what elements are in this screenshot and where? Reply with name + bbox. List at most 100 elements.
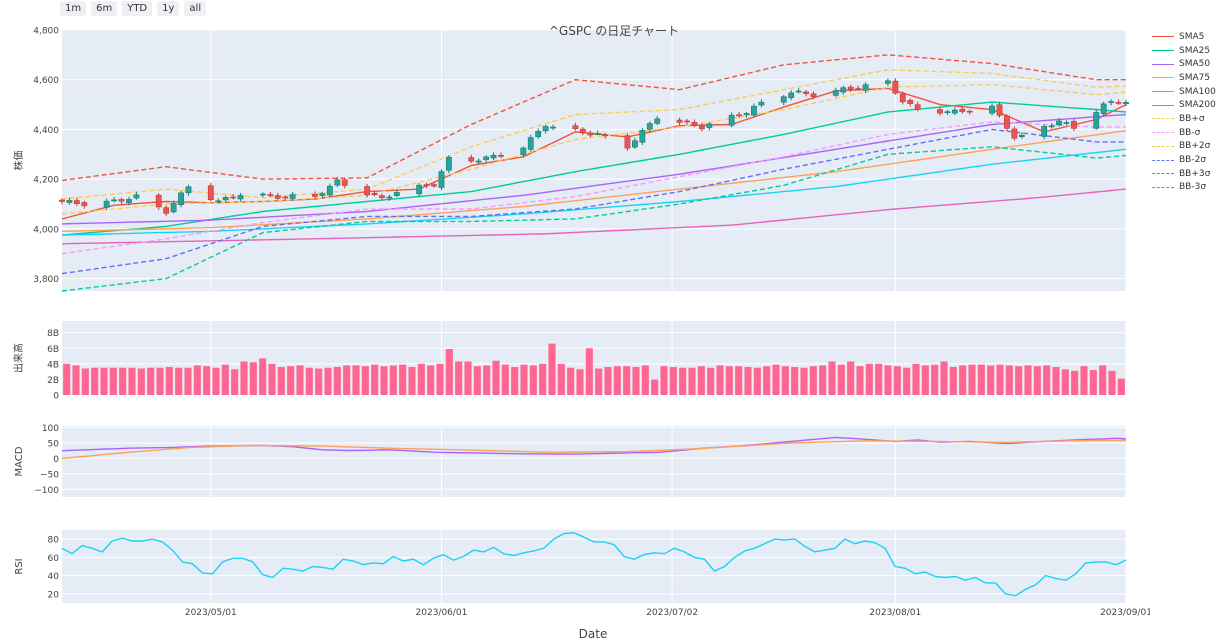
volume-bar	[865, 363, 873, 395]
legend-swatch	[1152, 63, 1174, 65]
candle	[498, 152, 504, 159]
volume-bar	[800, 367, 808, 395]
series-line-bb-3-	[61, 54, 1126, 182]
volume-bar	[72, 365, 80, 395]
candle	[490, 152, 497, 161]
rsi-panel: 20 40 60 80 RSI	[14, 530, 1127, 603]
candle	[572, 122, 579, 131]
volume-bar	[184, 367, 192, 395]
candle	[966, 109, 973, 115]
series-line-sma25	[61, 101, 1127, 236]
legend-swatch	[1152, 132, 1174, 134]
macd-plot-area	[62, 426, 1126, 497]
volume-bar	[651, 379, 659, 395]
legend-swatch	[1152, 118, 1174, 120]
volume-bar	[828, 361, 836, 395]
legend-item-bb-3-[interactable]: BB+3σ	[1152, 167, 1216, 181]
candle	[1071, 119, 1077, 132]
x-tick-label: 2023/09/01	[1100, 608, 1150, 618]
legend-item-sma75[interactable]: SMA75	[1152, 71, 1216, 85]
volume-bar	[128, 367, 136, 395]
volume-bar	[268, 363, 276, 395]
series-line-sma200	[61, 188, 1127, 245]
volume-bar	[781, 366, 789, 395]
candle	[892, 78, 899, 95]
candle	[907, 98, 914, 107]
candle	[855, 85, 862, 91]
range-button-ytd[interactable]: YTD	[122, 1, 153, 16]
candle	[1123, 99, 1129, 107]
volume-bar	[305, 367, 313, 395]
volume-bar	[91, 367, 99, 395]
volume-bar	[632, 366, 640, 395]
candle	[170, 200, 177, 214]
macd-y-tick-label: −100	[34, 486, 59, 496]
candle	[751, 103, 757, 118]
volume-bar	[959, 365, 967, 395]
x-tick-label: 2023/08/01	[869, 608, 921, 618]
legend-label: SMA75	[1179, 72, 1211, 83]
candle	[579, 127, 586, 136]
candle	[1018, 132, 1025, 139]
legend-item-bb-2-[interactable]: BB-2σ	[1152, 153, 1216, 167]
macd-line-signal	[61, 439, 1126, 460]
candle	[840, 85, 847, 95]
legend-item-sma100[interactable]: SMA100	[1152, 85, 1216, 99]
legend-item-sma200[interactable]: SMA200	[1152, 98, 1216, 112]
volume-bar	[501, 364, 509, 395]
legend-swatch	[1152, 77, 1174, 79]
legend-item-bb-3-[interactable]: BB-3σ	[1152, 181, 1216, 195]
candle	[795, 88, 802, 94]
candle	[483, 155, 490, 163]
candle	[393, 189, 400, 198]
volume-bar	[1071, 370, 1079, 395]
volume-bar	[819, 365, 827, 395]
volume-bar	[1043, 365, 1051, 395]
range-button-6m[interactable]: 6m	[91, 1, 118, 16]
vol-y-tick-label: 0	[53, 392, 59, 402]
candle	[259, 192, 266, 198]
candle	[81, 200, 88, 209]
volume-bar	[679, 367, 687, 395]
candle	[1093, 109, 1100, 130]
volume-bar	[1052, 366, 1060, 395]
candle	[1108, 99, 1115, 106]
legend-item-bb-2-[interactable]: BB+2σ	[1152, 140, 1216, 154]
candle	[996, 101, 1003, 118]
candle	[1056, 118, 1062, 127]
candle	[215, 198, 222, 204]
candle	[341, 177, 348, 189]
volume-bar	[977, 364, 985, 395]
legend-item-sma25[interactable]: SMA25	[1152, 44, 1216, 58]
volume-bar	[613, 366, 621, 395]
legend-item-bb-[interactable]: BB+σ	[1152, 112, 1216, 126]
candle	[728, 112, 735, 128]
candle	[222, 195, 229, 203]
candle	[133, 191, 140, 200]
candle	[885, 78, 891, 87]
legend-label: BB+3σ	[1179, 168, 1211, 179]
candle	[1115, 99, 1122, 105]
legend-item-sma5[interactable]: SMA5	[1152, 30, 1216, 44]
candle	[646, 121, 653, 133]
legend-item-bb-[interactable]: BB-σ	[1152, 126, 1216, 140]
volume-bar	[249, 362, 257, 395]
volume-bar	[529, 365, 537, 395]
legend-swatch	[1152, 91, 1174, 93]
range-button-1m[interactable]: 1m	[60, 1, 87, 16]
vol-y-tick-label: 6B	[47, 345, 59, 355]
volume-bar	[725, 366, 733, 395]
legend-item-sma50[interactable]: SMA50	[1152, 57, 1216, 71]
range-button-all[interactable]: all	[184, 1, 207, 16]
volume-bar	[1061, 369, 1069, 395]
rsi-y-tick-label: 80	[48, 536, 60, 546]
volume-bar	[856, 366, 864, 395]
candle	[1011, 126, 1018, 141]
volume-bar	[595, 368, 603, 395]
range-selector: 1m 6m YTD 1y all	[60, 1, 207, 16]
candle	[431, 181, 437, 188]
candle	[386, 194, 393, 201]
range-button-1y[interactable]: 1y	[157, 1, 180, 16]
volume-bar	[147, 367, 155, 395]
legend-swatch	[1152, 145, 1174, 147]
